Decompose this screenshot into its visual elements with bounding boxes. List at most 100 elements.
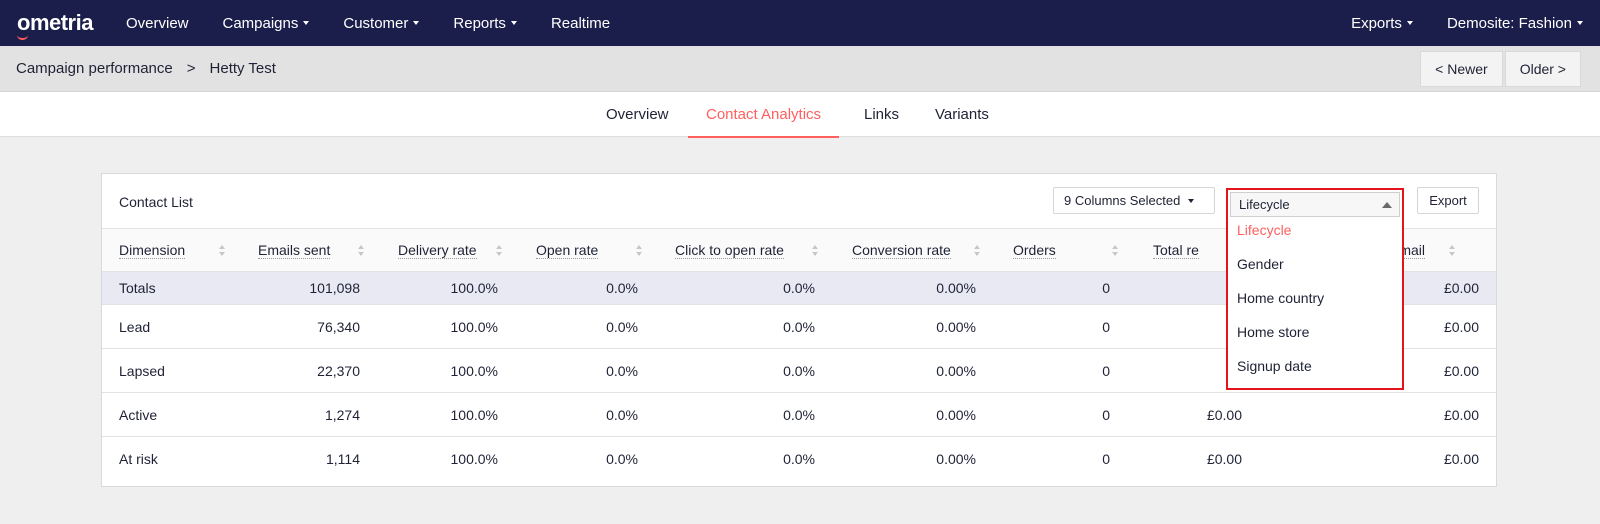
- tab-variants[interactable]: Variants: [935, 106, 989, 123]
- cell-open-rate: 0.0%: [606, 318, 638, 335]
- cell-click-to-open-rate: 0.0%: [783, 451, 815, 467]
- th-click-to-open-rate[interactable]: Click to open rate: [675, 229, 784, 272]
- sort-icon[interactable]: [636, 245, 642, 257]
- tab-links[interactable]: Links: [864, 106, 900, 123]
- cell-orders: 0: [1102, 318, 1110, 335]
- breadcrumb-separator: >: [186, 60, 196, 77]
- newer-button[interactable]: < Newer: [1420, 51, 1503, 87]
- tab-overview[interactable]: Overview: [606, 106, 669, 123]
- th-label: Conversion rate: [852, 242, 951, 259]
- th-open-rate[interactable]: Open rate: [536, 229, 599, 272]
- caret-up-icon: [1382, 202, 1392, 208]
- cell-total-revenue: £0.00: [1206, 406, 1242, 423]
- cell-click-to-open-rate: 0.0%: [783, 318, 815, 335]
- breadcrumb-bar: Campaign performance > Hetty Test < Newe…: [0, 46, 1600, 92]
- dropdown-option-signup-date[interactable]: Signup date: [1237, 358, 1312, 374]
- breadcrumb-current: Hetty Test: [209, 60, 276, 77]
- th-conversion-rate[interactable]: Conversion rate: [852, 229, 951, 272]
- cell-delivery-rate: 100.0%: [450, 406, 498, 423]
- nav-realtime-label: Realtime: [550, 14, 611, 32]
- sort-icon[interactable]: [1449, 245, 1455, 257]
- caret-down-icon: [1188, 198, 1195, 203]
- sort-icon[interactable]: [496, 245, 502, 257]
- nav-campaigns[interactable]: Campaigns: [206, 0, 327, 46]
- cell-open-rate: 0.0%: [606, 406, 638, 423]
- cell-dimension: At risk: [119, 451, 158, 467]
- export-button[interactable]: Export: [1417, 187, 1479, 214]
- pager: < Newer Older >: [1420, 51, 1581, 87]
- th-delivery-rate[interactable]: Delivery rate: [398, 229, 477, 272]
- cell-revenue-per-email: £0.00: [1443, 280, 1479, 296]
- cell-revenue-per-email: £0.00: [1443, 318, 1479, 335]
- cell-total-revenue: £0.00: [1206, 451, 1242, 467]
- dropdown-option-home-country[interactable]: Home country: [1237, 290, 1325, 306]
- nav-customer-label: Customer: [343, 14, 409, 32]
- cell-click-to-open-rate: 0.0%: [783, 280, 815, 296]
- dimension-select[interactable]: Lifecycle: [1230, 192, 1400, 217]
- th-label: Click to open rate: [675, 242, 784, 259]
- nav-overview-label: Overview: [125, 14, 189, 32]
- th-total-revenue[interactable]: Total re: [1153, 229, 1199, 272]
- caret-down-icon: [303, 21, 310, 25]
- caret-down-icon: [510, 21, 517, 25]
- table-row: Lead 76,340 100.0% 0.0% 0.0% 0.00% 0 £0.…: [102, 305, 1496, 349]
- ometria-logo[interactable]: ometria: [17, 10, 93, 40]
- cell-conversion-rate: 0.00%: [936, 406, 976, 423]
- th-label: Emails sent: [258, 242, 331, 259]
- nav-site-switcher[interactable]: Demosite: Fashion: [1430, 0, 1583, 46]
- cell-open-rate: 0.0%: [606, 280, 638, 296]
- th-label: Total re: [1153, 242, 1199, 259]
- cell-open-rate: 0.0%: [606, 451, 638, 467]
- cell-revenue-per-email: £0.00: [1443, 451, 1479, 467]
- cell-orders: 0: [1102, 451, 1110, 467]
- nav-right-group: Exports Demosite: Fashion: [1334, 0, 1583, 46]
- logo-smile-icon: [17, 35, 28, 40]
- cell-emails-sent: 1,114: [326, 451, 360, 467]
- sort-icon[interactable]: [1112, 245, 1118, 257]
- cell-emails-sent: 22,370: [317, 362, 360, 379]
- panel-title: Contact List: [119, 194, 193, 210]
- cell-dimension: Lapsed: [119, 362, 165, 379]
- sort-icon[interactable]: [358, 245, 364, 257]
- table-row: At risk 1,114 100.0% 0.0% 0.0% 0.00% 0 £…: [102, 437, 1496, 481]
- th-label: Orders: [1013, 242, 1056, 259]
- nav-reports[interactable]: Reports: [436, 0, 534, 46]
- nav-campaigns-label: Campaigns: [222, 14, 299, 32]
- older-button[interactable]: Older >: [1504, 51, 1581, 87]
- tab-contact-analytics[interactable]: Contact Analytics: [687, 92, 840, 138]
- cell-conversion-rate: 0.00%: [936, 318, 976, 335]
- caret-down-icon: [1406, 21, 1413, 25]
- cell-open-rate: 0.0%: [606, 362, 638, 379]
- nav-reports-label: Reports: [453, 14, 506, 32]
- columns-select[interactable]: 9 Columns Selected: [1053, 187, 1215, 214]
- sort-icon[interactable]: [219, 245, 225, 257]
- cell-click-to-open-rate: 0.0%: [783, 362, 815, 379]
- cell-emails-sent: 1,274: [324, 406, 360, 423]
- nav-customer[interactable]: Customer: [326, 0, 436, 46]
- cell-orders: 0: [1102, 362, 1110, 379]
- dropdown-option-home-store[interactable]: Home store: [1237, 324, 1310, 340]
- sort-icon[interactable]: [812, 245, 818, 257]
- cell-orders: 0: [1102, 406, 1110, 423]
- nav-realtime[interactable]: Realtime: [534, 0, 627, 46]
- top-navbar: ometria Overview Campaigns Customer Repo…: [0, 0, 1600, 46]
- th-dimension[interactable]: Dimension: [119, 229, 186, 272]
- th-label: Open rate: [536, 242, 599, 259]
- nav-overview[interactable]: Overview: [109, 0, 206, 46]
- dropdown-option-gender[interactable]: Gender: [1237, 256, 1284, 272]
- logo-text: ometria: [17, 10, 93, 35]
- sort-icon[interactable]: [974, 245, 980, 257]
- th-orders[interactable]: Orders: [1013, 229, 1056, 272]
- cell-conversion-rate: 0.00%: [936, 280, 976, 296]
- cell-emails-sent: 76,340: [317, 318, 360, 335]
- table-row: Lapsed 22,370 100.0% 0.0% 0.0% 0.00% 0 £…: [102, 349, 1496, 393]
- breadcrumb-parent[interactable]: Campaign performance: [16, 60, 173, 77]
- nav-exports[interactable]: Exports: [1334, 0, 1430, 46]
- cell-dimension: Totals: [119, 280, 156, 296]
- th-emails-sent[interactable]: Emails sent: [258, 229, 331, 272]
- th-label: Dimension: [119, 242, 186, 259]
- cell-conversion-rate: 0.00%: [936, 362, 976, 379]
- dropdown-option-lifecycle[interactable]: Lifecycle: [1237, 222, 1292, 238]
- cell-emails-sent: 101,098: [309, 280, 360, 296]
- cell-dimension: Lead: [119, 318, 151, 335]
